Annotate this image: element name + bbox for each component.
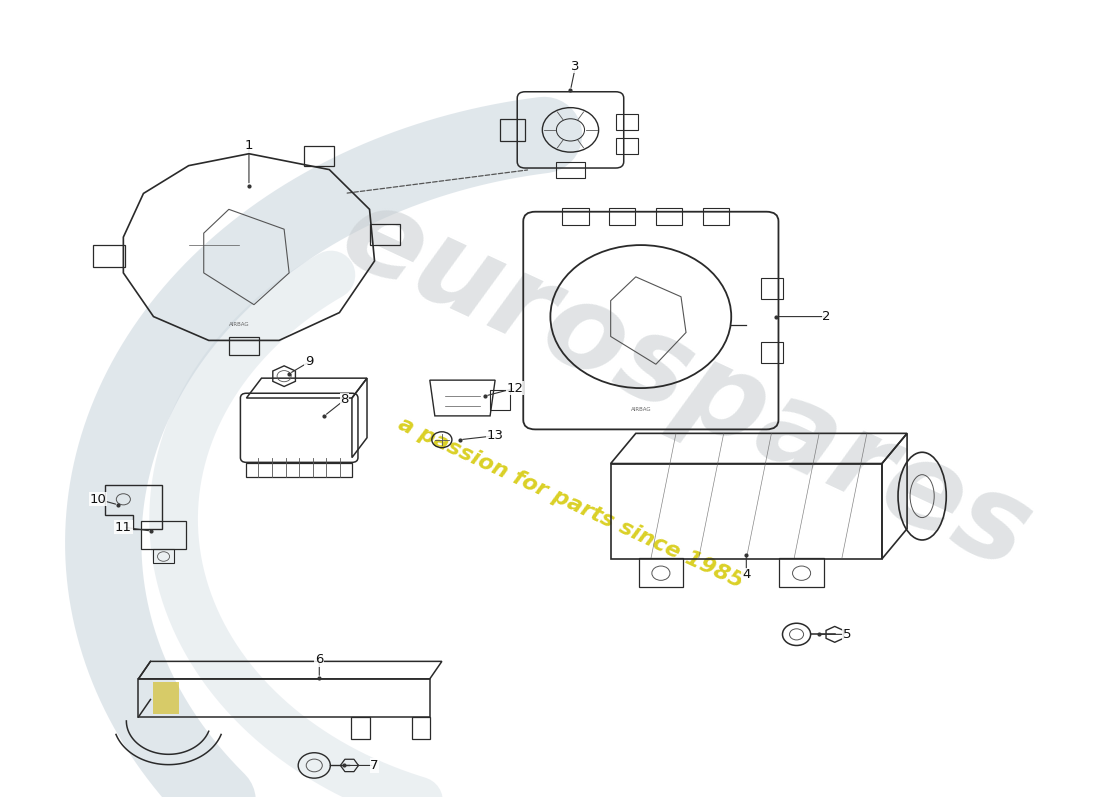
Bar [154, 682, 178, 714]
Text: 1: 1 [244, 139, 253, 152]
Bar [761, 278, 783, 299]
Bar [370, 225, 399, 245]
Text: 7: 7 [371, 759, 378, 772]
Text: 10: 10 [90, 493, 107, 506]
Bar [246, 463, 352, 478]
Text: 9: 9 [305, 355, 314, 368]
Bar [657, 208, 682, 226]
Bar [351, 717, 370, 739]
Text: eurospares: eurospares [323, 174, 1048, 594]
Bar [142, 521, 186, 550]
Bar [610, 463, 882, 559]
Bar [491, 390, 510, 410]
Bar [616, 138, 638, 154]
Bar [609, 208, 636, 226]
Text: 11: 11 [114, 521, 132, 534]
Bar [616, 114, 638, 130]
Text: 8: 8 [340, 394, 349, 406]
Bar [94, 245, 125, 267]
Text: 6: 6 [315, 654, 323, 666]
Bar [639, 558, 683, 586]
Text: 5: 5 [843, 628, 851, 641]
Bar [761, 342, 783, 362]
Bar [703, 208, 729, 226]
Bar [305, 146, 334, 166]
Bar [780, 558, 824, 586]
Text: 12: 12 [507, 382, 524, 394]
Bar [500, 118, 526, 141]
Text: AIRBAG: AIRBAG [229, 322, 250, 327]
Bar [411, 717, 430, 739]
Bar [562, 208, 588, 226]
Text: 4: 4 [742, 568, 750, 582]
Bar [139, 679, 430, 717]
Text: a passion for parts since 1985: a passion for parts since 1985 [395, 414, 746, 592]
Text: AIRBAG: AIRBAG [630, 407, 651, 412]
Bar [229, 338, 258, 354]
Text: 13: 13 [486, 430, 504, 442]
Text: 2: 2 [823, 310, 830, 323]
Bar [557, 162, 584, 178]
Bar [154, 549, 174, 563]
Text: 3: 3 [571, 60, 580, 73]
